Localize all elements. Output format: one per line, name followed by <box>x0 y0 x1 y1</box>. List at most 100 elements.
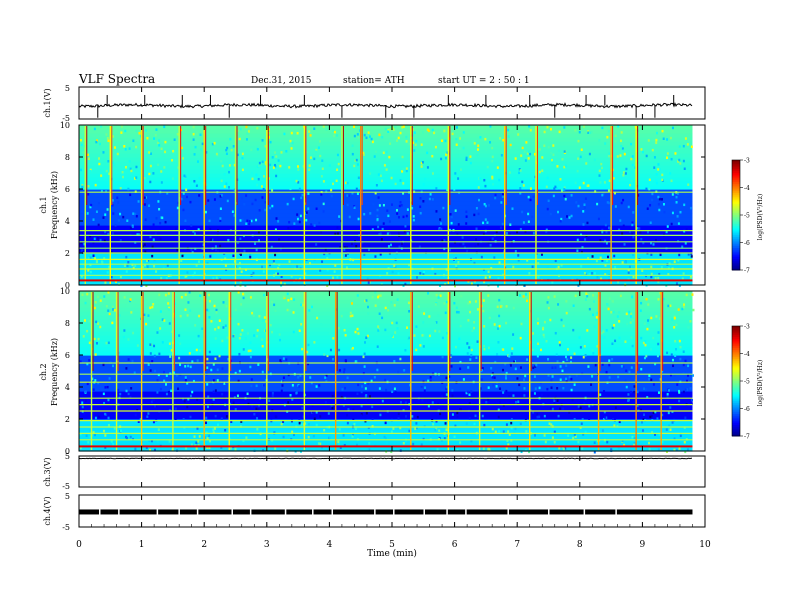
spectrogram-cell <box>127 358 130 361</box>
spectrogram-cell <box>601 230 604 234</box>
spectrogram-cell <box>509 143 512 147</box>
spectrogram-cell <box>338 348 341 352</box>
spectrogram-cell <box>673 316 676 320</box>
spectrogram-cell <box>95 210 98 214</box>
spectrogram-cell <box>606 440 609 444</box>
spectrogram-cell <box>576 169 579 173</box>
spectrogram-band <box>79 403 693 408</box>
spectrogram-cell <box>98 415 101 419</box>
spectrogram-cell <box>677 259 680 262</box>
spectrogram-cell <box>607 201 610 205</box>
spectrogram-cell <box>351 302 354 305</box>
spectrogram-cell <box>108 172 111 176</box>
spectrogram-cell <box>159 310 162 313</box>
spectrogram-cell <box>564 447 567 450</box>
colorbar-tick-label: -4 <box>744 185 750 192</box>
spectrogram-cell <box>299 277 302 281</box>
spectrogram-cell <box>324 183 327 187</box>
spectrogram-cell <box>211 142 214 146</box>
spectrogram-cell <box>214 245 217 248</box>
spectrogram-cell <box>592 352 595 355</box>
spectrogram-cell <box>440 157 443 161</box>
spectrogram-cell <box>675 201 678 204</box>
spectrogram-cell <box>362 151 365 155</box>
spectrogram-cell <box>608 179 611 182</box>
spectrogram-cell <box>671 410 674 414</box>
spectrogram-cell <box>79 446 82 450</box>
spectrogram-cell <box>129 193 132 197</box>
spectrogram-cell <box>441 239 444 243</box>
spectrogram-cell <box>415 422 418 425</box>
spectrogram-cell <box>466 249 469 253</box>
spectrogram-cell <box>471 329 474 333</box>
spectrogram-cell <box>591 349 594 352</box>
spectrogram-cell <box>580 250 583 254</box>
spectrogram-cell <box>402 125 405 128</box>
spectrogram-cell <box>604 239 607 243</box>
spectrogram-cell <box>613 324 616 327</box>
spectrogram-cell <box>480 368 483 372</box>
spectrogram-cell <box>193 153 196 156</box>
ch1-ylabel: ch.1(V) <box>43 88 52 117</box>
spectrogram-cell <box>143 263 146 267</box>
spectrogram-cell <box>650 272 653 276</box>
spectrogram-cell <box>89 256 92 260</box>
spectrogram-cell <box>669 428 672 431</box>
spectrogram-cell <box>374 304 377 307</box>
colorbar-step <box>732 364 740 367</box>
spectrogram-cell <box>288 166 291 169</box>
spectrogram-cell <box>241 218 244 222</box>
spectrogram-cell <box>360 414 363 417</box>
spectrogram-cell <box>572 328 575 332</box>
spectrogram-cell <box>655 179 658 183</box>
spectrogram-cell <box>393 387 396 391</box>
spectrogram-cell <box>642 418 645 421</box>
spectrogram-cell <box>216 154 219 157</box>
spectrogram-cell <box>607 129 610 133</box>
colorbar-tick-label: -5 <box>744 213 750 220</box>
spectrogram-cell <box>516 377 519 380</box>
spectrogram-band <box>79 339 693 344</box>
spectrogram-cell <box>622 198 625 202</box>
spectrogram-cell <box>258 239 261 242</box>
spectrogram-cell <box>261 160 264 164</box>
spectrogram-cell <box>119 239 122 242</box>
spectrogram-cell <box>82 151 85 154</box>
spectrogram-cell <box>148 151 151 154</box>
spectrogram-band <box>79 291 693 296</box>
spectrogram-cell <box>307 441 310 445</box>
spectrogram-cell <box>426 151 429 155</box>
spectrogram-cell <box>371 140 374 144</box>
spectrogram-cell <box>632 253 635 257</box>
spectrogram-cell <box>611 326 614 330</box>
spectrogram-cell <box>397 370 400 374</box>
spectrogram-cell <box>116 152 119 156</box>
spectrogram-cell <box>106 208 109 211</box>
spectrogram-cell <box>455 137 458 141</box>
colorbar-step <box>732 421 740 424</box>
spectrogram-cell <box>560 189 563 192</box>
spectrogram-cell <box>121 175 124 179</box>
spectrogram-cell <box>429 379 432 383</box>
colorbar-step <box>732 249 740 253</box>
spectrogram-cell <box>210 320 213 323</box>
spectrogram-cell <box>491 237 494 240</box>
spectrogram-cell <box>371 405 374 409</box>
spectrogram-cell <box>678 284 681 287</box>
spectrogram-cell <box>399 131 402 135</box>
spectrogram-cell <box>220 417 223 421</box>
spectrogram-band <box>79 391 693 396</box>
spectrogram-cell <box>376 214 379 218</box>
spectrogram-cell <box>617 125 620 128</box>
spectrogram-cell <box>198 435 201 438</box>
spectrogram-cell <box>654 277 657 280</box>
colorbar-step <box>732 260 740 264</box>
spectrogram-cell <box>635 307 638 311</box>
spectrogram-cell <box>671 421 674 424</box>
spectrogram-cell <box>186 405 189 409</box>
spectrogram-cell <box>322 180 325 183</box>
spectrogram-cell <box>275 415 278 419</box>
spectrogram-cell <box>559 365 562 368</box>
spectrogram-cell <box>473 142 476 145</box>
spectrogram-cell <box>553 441 556 444</box>
